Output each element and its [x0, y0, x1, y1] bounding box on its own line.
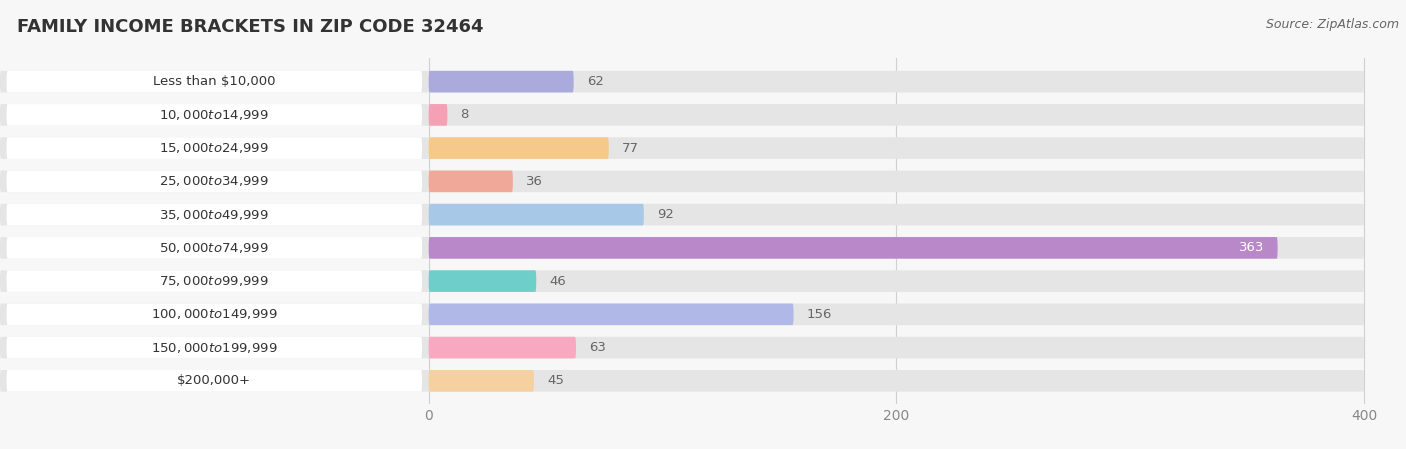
Text: $100,000 to $149,999: $100,000 to $149,999	[150, 308, 277, 321]
Text: 77: 77	[621, 141, 638, 154]
FancyBboxPatch shape	[7, 104, 422, 126]
Text: $50,000 to $74,999: $50,000 to $74,999	[159, 241, 269, 255]
Text: 46: 46	[550, 275, 567, 288]
FancyBboxPatch shape	[429, 370, 534, 392]
FancyBboxPatch shape	[0, 204, 1364, 225]
Text: 45: 45	[547, 374, 564, 387]
FancyBboxPatch shape	[7, 237, 422, 259]
FancyBboxPatch shape	[7, 337, 422, 358]
FancyBboxPatch shape	[7, 204, 422, 225]
FancyBboxPatch shape	[429, 270, 536, 292]
Text: 156: 156	[807, 308, 832, 321]
Text: Source: ZipAtlas.com: Source: ZipAtlas.com	[1265, 18, 1399, 31]
FancyBboxPatch shape	[0, 370, 1364, 392]
Text: $25,000 to $34,999: $25,000 to $34,999	[159, 174, 269, 189]
FancyBboxPatch shape	[429, 237, 1278, 259]
FancyBboxPatch shape	[429, 104, 447, 126]
Text: 63: 63	[589, 341, 606, 354]
FancyBboxPatch shape	[429, 137, 609, 159]
Text: $35,000 to $49,999: $35,000 to $49,999	[159, 207, 269, 222]
FancyBboxPatch shape	[7, 370, 422, 392]
Text: 36: 36	[526, 175, 543, 188]
Text: 92: 92	[657, 208, 673, 221]
FancyBboxPatch shape	[429, 337, 576, 358]
FancyBboxPatch shape	[7, 304, 422, 325]
Text: $75,000 to $99,999: $75,000 to $99,999	[159, 274, 269, 288]
FancyBboxPatch shape	[0, 104, 1364, 126]
FancyBboxPatch shape	[0, 71, 1364, 92]
Text: 8: 8	[461, 108, 470, 121]
FancyBboxPatch shape	[7, 270, 422, 292]
FancyBboxPatch shape	[0, 304, 1364, 325]
FancyBboxPatch shape	[0, 270, 1364, 292]
Text: $10,000 to $14,999: $10,000 to $14,999	[159, 108, 269, 122]
FancyBboxPatch shape	[0, 337, 1364, 358]
FancyBboxPatch shape	[7, 171, 422, 192]
Text: 62: 62	[586, 75, 603, 88]
FancyBboxPatch shape	[0, 171, 1364, 192]
FancyBboxPatch shape	[7, 71, 422, 92]
Text: $15,000 to $24,999: $15,000 to $24,999	[159, 141, 269, 155]
Text: 363: 363	[1239, 242, 1264, 254]
FancyBboxPatch shape	[429, 204, 644, 225]
FancyBboxPatch shape	[429, 171, 513, 192]
Text: $200,000+: $200,000+	[177, 374, 252, 387]
FancyBboxPatch shape	[0, 137, 1364, 159]
FancyBboxPatch shape	[429, 71, 574, 92]
Text: FAMILY INCOME BRACKETS IN ZIP CODE 32464: FAMILY INCOME BRACKETS IN ZIP CODE 32464	[17, 18, 484, 36]
FancyBboxPatch shape	[0, 237, 1364, 259]
FancyBboxPatch shape	[7, 137, 422, 159]
FancyBboxPatch shape	[429, 304, 793, 325]
Text: Less than $10,000: Less than $10,000	[153, 75, 276, 88]
Text: $150,000 to $199,999: $150,000 to $199,999	[150, 341, 277, 355]
